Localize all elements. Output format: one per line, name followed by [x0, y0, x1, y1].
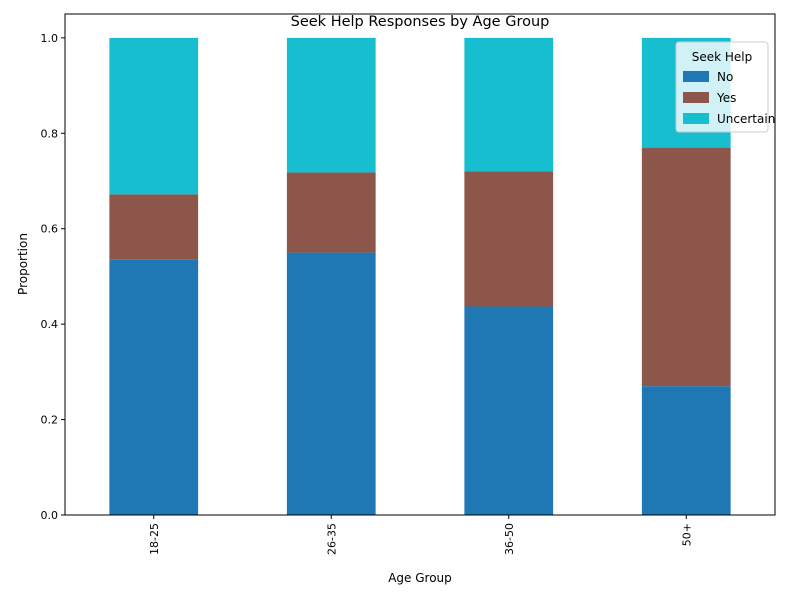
x-tick-label-2: 36-50 — [503, 523, 516, 555]
x-tick-label-0: 18-25 — [148, 523, 161, 555]
legend-swatch-no — [683, 71, 709, 82]
y-tick-label-4: 0.8 — [41, 127, 59, 140]
y-axis-label: Proportion — [16, 233, 30, 295]
legend: Seek Help No Yes Uncertain — [675, 41, 775, 133]
x-tick-label-1: 26-35 — [325, 523, 338, 555]
bar-no-2 — [464, 306, 554, 515]
y-tick-label-1: 0.2 — [41, 414, 59, 427]
y-tick-label-0: 0.0 — [41, 509, 59, 522]
bar-yes-1 — [286, 172, 376, 253]
legend-title: Seek Help — [692, 50, 753, 64]
legend-swatch-yes — [683, 92, 709, 103]
bar-uncertain-1 — [286, 37, 376, 173]
bar-yes-3 — [641, 147, 731, 387]
bar-uncertain-0 — [109, 37, 199, 195]
legend-frame — [675, 41, 769, 133]
legend-swatch-uncertain — [683, 113, 709, 124]
y-axis: 0.0 0.2 0.4 0.6 0.8 1.0 — [41, 32, 65, 522]
bar-uncertain-2 — [464, 37, 554, 172]
bar-no-0 — [109, 259, 199, 515]
legend-label-no: No — [717, 70, 733, 84]
x-tick-label-3: 50+ — [680, 523, 693, 546]
legend-label-yes: Yes — [716, 91, 736, 105]
y-tick-label-3: 0.6 — [41, 223, 59, 236]
bar-no-1 — [286, 252, 376, 515]
bar-no-3 — [641, 386, 731, 515]
y-tick-label-5: 1.0 — [41, 32, 59, 45]
x-axis: 18-25 26-35 36-50 50+ — [148, 515, 693, 555]
bar-yes-0 — [109, 194, 199, 260]
plot-frame — [64, 13, 776, 516]
y-tick-label-2: 0.4 — [41, 318, 59, 331]
legend-label-uncertain: Uncertain — [717, 112, 775, 126]
bar-yes-2 — [464, 171, 554, 307]
legend-entries: No Yes Uncertain — [683, 70, 775, 126]
chart-title: Seek Help Responses by Age Group — [291, 14, 550, 30]
x-axis-label: Age Group — [388, 571, 452, 585]
